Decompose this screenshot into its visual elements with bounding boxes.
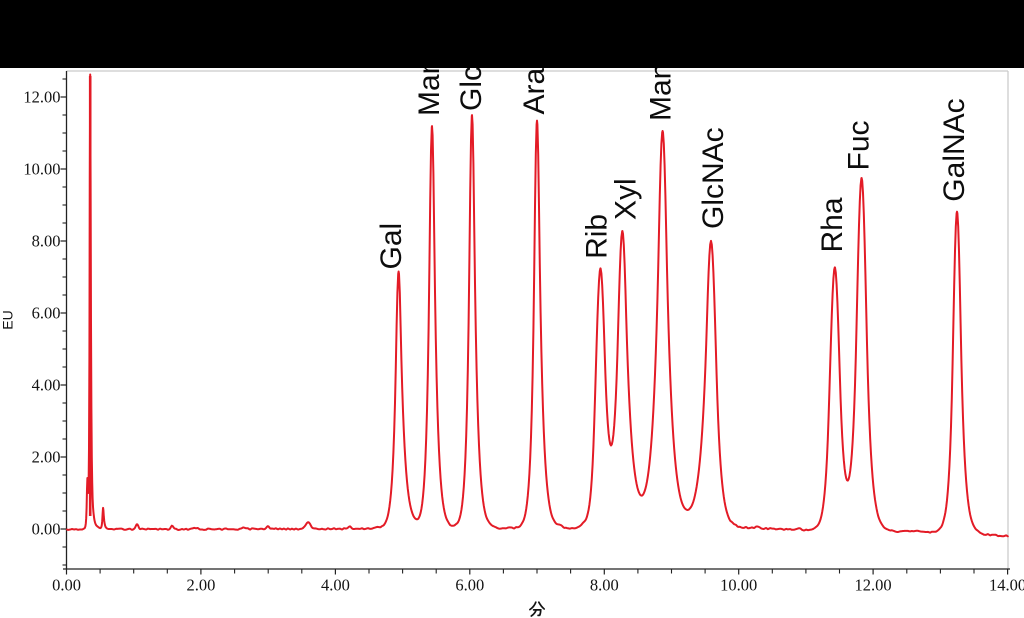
svg-text:10.00: 10.00 [720, 576, 757, 595]
svg-text:6.00: 6.00 [32, 304, 61, 323]
svg-text:Rha: Rha [816, 197, 849, 252]
svg-text:GalNAc: GalNAc [938, 98, 971, 201]
svg-text:4.00: 4.00 [321, 576, 350, 595]
svg-text:Xyl: Xyl [609, 178, 642, 220]
svg-text:Man: Man [645, 63, 678, 121]
svg-text:2.00: 2.00 [186, 576, 215, 595]
svg-text:Ara: Ara [518, 68, 551, 115]
svg-text:Rib: Rib [580, 214, 613, 259]
svg-text:4.00: 4.00 [32, 376, 61, 395]
svg-text:8.00: 8.00 [32, 232, 61, 251]
svg-text:Fuc: Fuc [843, 120, 876, 170]
svg-text:EU: EU [0, 310, 16, 329]
svg-text:8.00: 8.00 [590, 576, 619, 595]
svg-text:GlcNAc: GlcNAc [697, 127, 730, 229]
svg-text:14.00: 14.00 [989, 576, 1024, 595]
svg-text:2.00: 2.00 [32, 448, 61, 467]
svg-text:0.00: 0.00 [52, 576, 81, 595]
svg-text:0.00: 0.00 [32, 520, 61, 539]
svg-text:12.00: 12.00 [855, 576, 892, 595]
svg-text:10.00: 10.00 [23, 160, 60, 179]
svg-text:12.00: 12.00 [23, 88, 60, 107]
svg-text:Gal: Gal [375, 223, 408, 270]
svg-text:6.00: 6.00 [455, 576, 484, 595]
svg-text:Glc: Glc [455, 66, 488, 111]
